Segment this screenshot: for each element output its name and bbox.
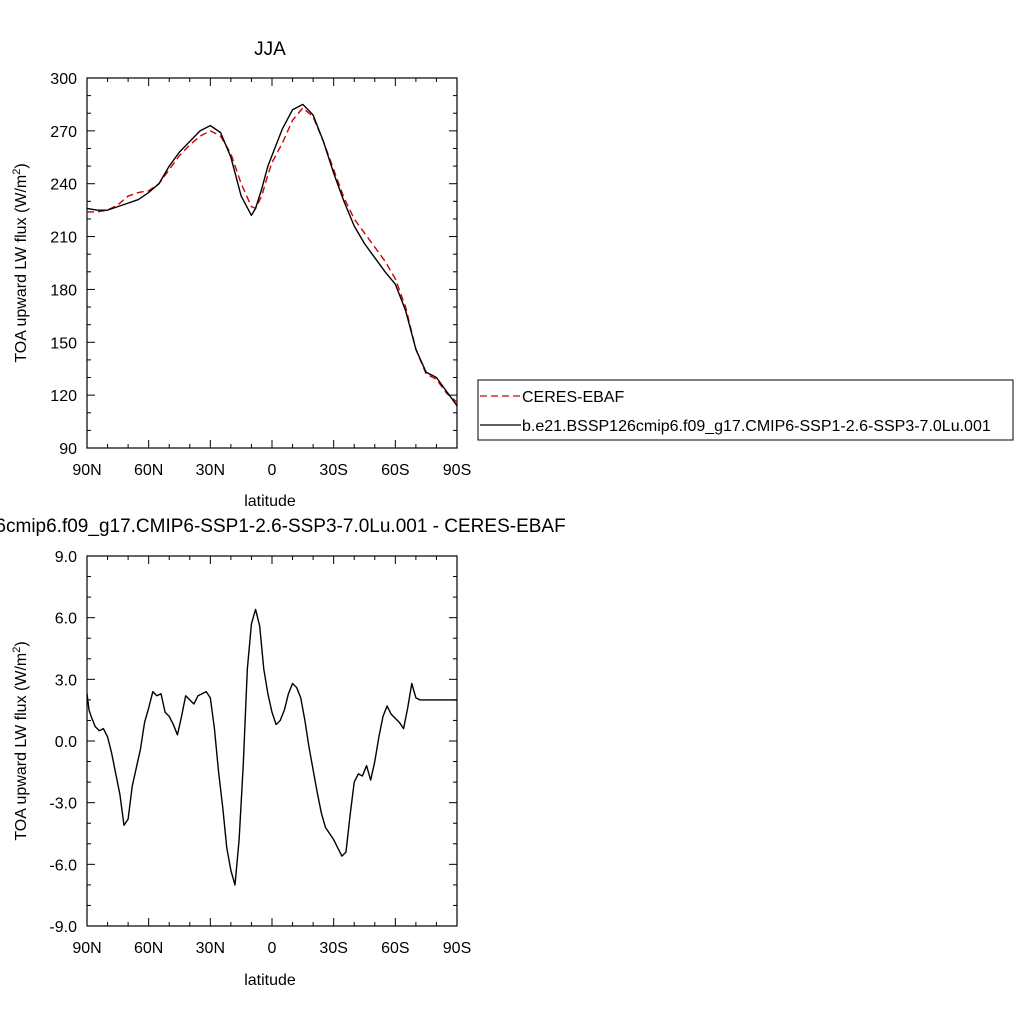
x-tick-label: 90S [443, 462, 471, 479]
y-axis-label: TOA upward LW flux (W/m2) [11, 641, 30, 840]
plot-frame [86, 555, 458, 927]
x-tick-label: 60N [134, 940, 163, 957]
y-tick-label: 300 [50, 71, 77, 88]
legend: CERES-EBAF b.e21.BSSP126cmip6.f09_g17.CM… [477, 379, 1014, 441]
y-tick-label: 120 [50, 388, 77, 405]
difference-panel: 126cmip6.f09_g17.CMIP6-SSP1-2.6-SSP3-7.0… [0, 516, 566, 989]
x-tick-label: 30S [319, 462, 347, 479]
axis-ticks [86, 77, 458, 449]
y-tick-label: 0.0 [55, 734, 77, 751]
y-tick-label: 240 [50, 177, 77, 194]
axis-ticks [86, 555, 458, 927]
x-tick-label: 90N [72, 940, 101, 957]
chart-title: 126cmip6.f09_g17.CMIP6-SSP1-2.6-SSP3-7.0… [0, 516, 566, 537]
x-tick-label: 60S [381, 940, 409, 957]
y-tick-label: 6.0 [55, 611, 77, 628]
y-tick-label: -6.0 [49, 857, 77, 874]
legend-entry-model: b.e21.BSSP126cmip6.f09_g17.CMIP6-SSP1-2.… [522, 418, 991, 435]
x-axis-label: latitude [244, 972, 296, 989]
x-tick-label: 0 [268, 462, 277, 479]
y-tick-label: 270 [50, 124, 77, 141]
flux-panel: JJA 90 120 150 180 210 240 270 300 90N 60N 30N 0 30… [11, 39, 1014, 510]
y-tick-label: 150 [50, 335, 77, 352]
x-tick-label: 60S [381, 462, 409, 479]
x-tick-label: 0 [268, 940, 277, 957]
y-tick-labels: 90 120 150 180 210 240 270 300 [50, 71, 77, 458]
y-tick-label: -3.0 [49, 796, 77, 813]
y-tick-label: 180 [50, 282, 77, 299]
series-line-0 [86, 608, 457, 886]
x-tick-label: 90N [72, 462, 101, 479]
y-tick-label: 90 [59, 441, 77, 458]
x-tick-label: 30N [196, 462, 225, 479]
legend-box [477, 379, 1014, 441]
legend-entry-ceres: CERES-EBAF [522, 389, 624, 406]
series-line-1 [86, 103, 458, 407]
y-tick-labels: -9.0 -6.0 -3.0 0.0 3.0 6.0 9.0 [49, 549, 77, 936]
x-tick-label: 30S [319, 940, 347, 957]
x-tick-label: 90S [443, 940, 471, 957]
x-tick-labels: 90N 60N 30N 0 30S 60S 90S [72, 462, 471, 479]
x-axis-label: latitude [244, 493, 296, 510]
y-tick-label: 9.0 [55, 549, 77, 566]
x-tick-label: 30N [196, 940, 225, 957]
plot-frame [86, 77, 458, 449]
series-line-0 [87, 107, 458, 403]
y-axis-label: TOA upward LW flux (W/m2) [11, 163, 30, 362]
x-tick-labels: 90N 60N 30N 0 30S 60S 90S [72, 940, 471, 957]
chart-title: JJA [254, 39, 286, 60]
y-tick-label: 210 [50, 230, 77, 247]
x-tick-label: 60N [134, 462, 163, 479]
series-lines [86, 608, 457, 886]
series-lines [86, 103, 458, 407]
y-tick-label: -9.0 [49, 919, 77, 936]
y-tick-label: 3.0 [55, 672, 77, 689]
